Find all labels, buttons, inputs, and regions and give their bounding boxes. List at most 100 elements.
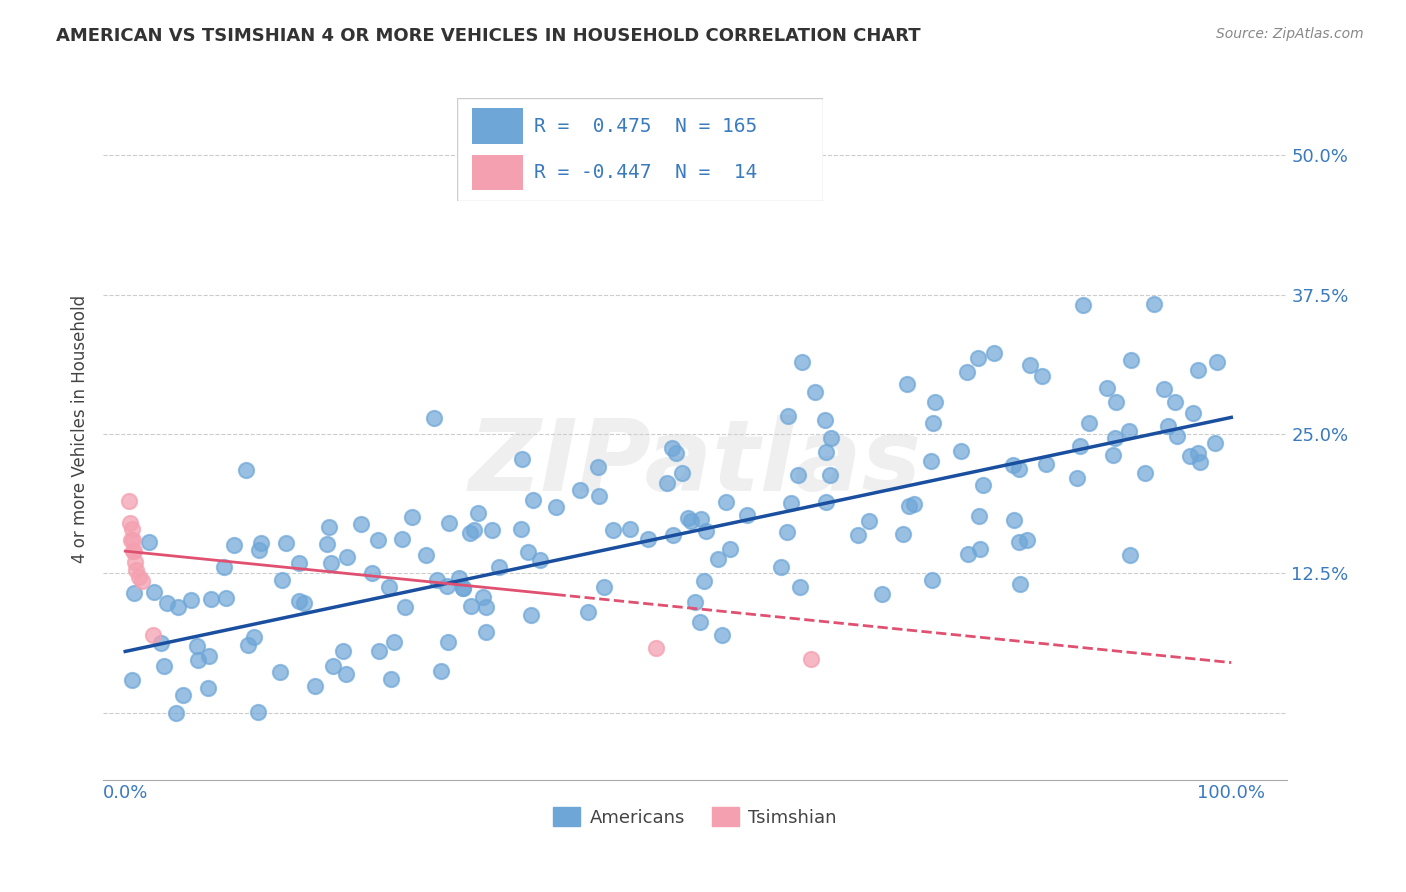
- Point: [786, 468, 808, 483]
- Point: [1069, 439, 1091, 453]
- Point: [437, 635, 460, 649]
- Point: [1105, 395, 1128, 409]
- Point: [897, 499, 920, 513]
- Point: [197, 648, 219, 663]
- Point: [304, 679, 326, 693]
- Point: [124, 555, 146, 569]
- Point: [637, 533, 659, 547]
- Point: [1153, 383, 1175, 397]
- Point: [1133, 467, 1156, 481]
- Point: [197, 681, 219, 695]
- Point: [1187, 446, 1209, 460]
- Point: [645, 641, 668, 656]
- Point: [776, 409, 799, 423]
- Point: [1119, 548, 1142, 562]
- Point: [568, 483, 591, 497]
- Point: [142, 628, 165, 642]
- Point: [690, 512, 713, 526]
- Bar: [471, 154, 523, 190]
- Point: [872, 586, 894, 600]
- Point: [678, 511, 700, 525]
- Bar: [471, 108, 523, 145]
- Point: [818, 468, 841, 483]
- Point: [1166, 428, 1188, 442]
- Point: [247, 705, 270, 719]
- Point: [1119, 353, 1142, 368]
- Point: [967, 508, 990, 523]
- Point: [769, 560, 792, 574]
- Point: [187, 653, 209, 667]
- Point: [360, 566, 382, 581]
- Point: [956, 365, 979, 379]
- Point: [321, 659, 343, 673]
- Point: [695, 524, 717, 538]
- Point: [983, 346, 1005, 360]
- Point: [118, 516, 141, 531]
- Point: [720, 541, 742, 556]
- Point: [1142, 297, 1164, 311]
- Point: [814, 413, 837, 427]
- Point: [125, 563, 148, 577]
- Point: [588, 489, 610, 503]
- Point: [235, 463, 257, 477]
- Point: [956, 548, 979, 562]
- Legend: Americans, Tsimshian: Americans, Tsimshian: [546, 800, 844, 834]
- Point: [1189, 455, 1212, 469]
- Point: [1164, 395, 1187, 409]
- Point: [848, 528, 870, 542]
- Point: [150, 636, 173, 650]
- Point: [522, 493, 544, 508]
- Point: [382, 635, 405, 649]
- Point: [472, 590, 495, 604]
- Point: [711, 628, 734, 642]
- Point: [350, 516, 373, 531]
- Point: [891, 527, 914, 541]
- Point: [121, 522, 143, 536]
- Point: [776, 524, 799, 539]
- Point: [117, 494, 139, 508]
- Point: [316, 537, 339, 551]
- Point: [779, 496, 801, 510]
- Point: [1001, 458, 1024, 472]
- Text: Source: ZipAtlas.com: Source: ZipAtlas.com: [1216, 27, 1364, 41]
- Point: [269, 665, 291, 679]
- Point: [143, 584, 166, 599]
- Point: [1178, 449, 1201, 463]
- Point: [1035, 458, 1057, 472]
- Point: [1101, 448, 1123, 462]
- Point: [458, 526, 481, 541]
- Point: [121, 673, 143, 688]
- Point: [460, 599, 482, 613]
- Point: [1017, 533, 1039, 548]
- Point: [451, 582, 474, 596]
- Point: [332, 644, 354, 658]
- Point: [401, 509, 423, 524]
- Point: [588, 459, 610, 474]
- Point: [1019, 359, 1042, 373]
- Point: [172, 688, 194, 702]
- Point: [1007, 534, 1029, 549]
- Point: [368, 644, 391, 658]
- Point: [436, 578, 458, 592]
- Point: [592, 580, 614, 594]
- Point: [665, 446, 688, 460]
- Point: [671, 466, 693, 480]
- Point: [1008, 577, 1031, 591]
- Point: [451, 581, 474, 595]
- Point: [657, 476, 679, 491]
- Point: [287, 594, 309, 608]
- Point: [967, 351, 990, 365]
- Point: [415, 548, 437, 562]
- Point: [138, 534, 160, 549]
- Point: [394, 600, 416, 615]
- Point: [243, 630, 266, 644]
- Point: [1104, 431, 1126, 445]
- Point: [271, 574, 294, 588]
- Point: [224, 538, 246, 552]
- Point: [212, 559, 235, 574]
- Point: [858, 514, 880, 528]
- Point: [520, 608, 543, 623]
- Point: [662, 528, 685, 542]
- Point: [276, 535, 298, 549]
- Point: [1066, 471, 1088, 485]
